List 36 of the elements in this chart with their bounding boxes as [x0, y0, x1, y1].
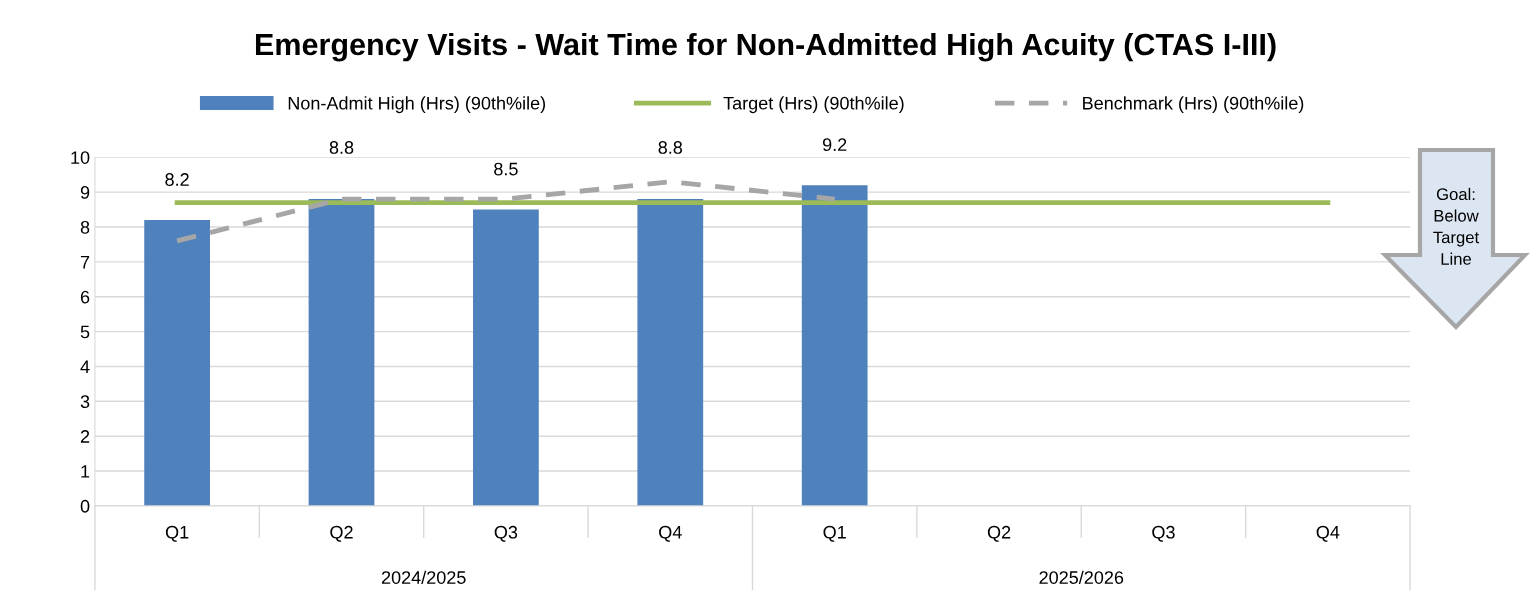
y-tick-label: 4	[80, 360, 90, 373]
x-tick-label: Q2	[987, 525, 1011, 542]
text: Goal: Below Target Line	[1433, 187, 1480, 265]
chart-title: Emergency Visits - Wait Time for Non-Admitted High Acuity (CTAS I-III)	[255, 32, 1276, 62]
y-tick-label: 8	[80, 220, 90, 234]
y-tick-label: 0	[80, 499, 90, 513]
legend-label: Non-Admit High (Hrs) (90th%ile)	[288, 96, 546, 114]
y-tick-label: 7	[80, 255, 90, 269]
legend-label: Target (Hrs) (90th%ile)	[723, 96, 904, 114]
data-label: 8.8	[329, 141, 354, 154]
x-tick-label: Q1	[165, 525, 189, 542]
y-tick-label: 6	[80, 290, 90, 304]
bar	[637, 199, 704, 506]
text: 2024/2025	[381, 570, 466, 584]
y-tick-label: 1	[81, 465, 90, 478]
x-tick-label: Q4	[1316, 525, 1340, 542]
text: 2025/2026	[1039, 570, 1124, 584]
legend-label: Benchmark (Hrs) (90th%ile)	[1083, 96, 1304, 114]
x-tick-label: Q2	[330, 525, 353, 542]
y-tick-label: 10	[71, 151, 90, 164]
x-tick-label: Q4	[659, 525, 682, 542]
bar	[308, 199, 375, 506]
y-tick-label: 5	[80, 325, 90, 339]
data-label: 9.2	[822, 138, 847, 152]
x-tick-label: Q1	[823, 525, 846, 542]
data-label: 8.8	[658, 141, 683, 154]
y-tick-label: 3	[80, 395, 90, 409]
data-label: 8.5	[494, 162, 518, 176]
x-tick-label: Q3	[494, 525, 518, 542]
bar	[473, 209, 539, 506]
data-label: 8.2	[165, 173, 189, 186]
y-tick-label: 2	[80, 430, 90, 443]
bar	[144, 220, 210, 506]
x-tick-label: Q3	[1152, 525, 1175, 542]
y-tick-label: 9	[80, 186, 90, 199]
bar	[801, 185, 868, 506]
